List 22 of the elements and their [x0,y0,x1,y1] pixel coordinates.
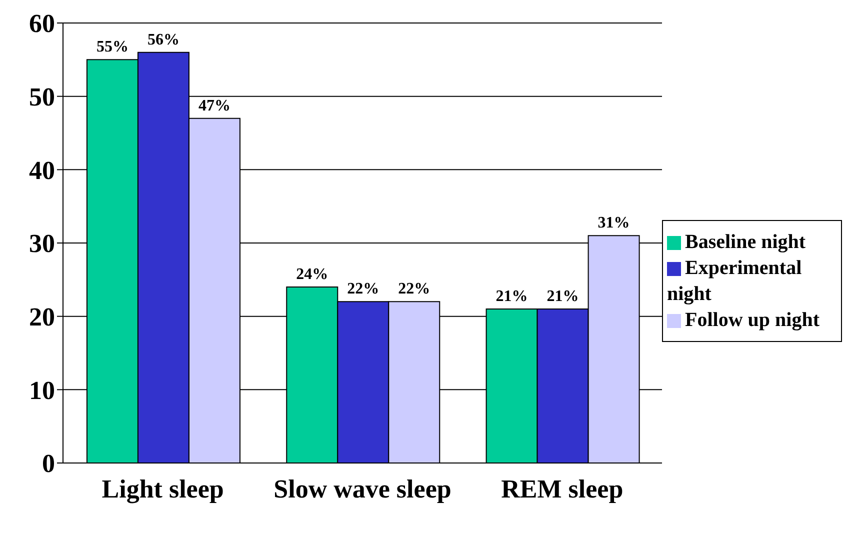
y-tick-label: 30 [29,229,55,258]
x-tick-label: Slow wave sleep [274,474,452,504]
legend-label: Experimental night [667,256,802,304]
x-tick-label: REM sleep [501,474,624,504]
legend-label: Baseline night [685,230,806,252]
y-tick-label: 60 [29,9,55,38]
data-label: 31% [598,214,630,232]
y-tick-label: 40 [29,156,55,185]
data-label: 22% [398,280,430,298]
y-tick-label: 20 [29,302,55,332]
legend-label: Follow up night [685,308,820,330]
data-label: 21% [546,288,579,305]
data-label: 55% [96,38,128,56]
y-tick-label: 50 [29,82,55,112]
data-label: 24% [296,266,328,283]
data-label: 22% [347,280,380,298]
data-label: 47% [198,97,230,114]
x-tick-label: Light sleep [102,474,224,504]
y-tick-label: 10 [29,376,55,405]
y-tick-label: 0 [42,449,55,478]
data-label: 56% [147,31,180,48]
data-label: 21% [496,288,528,305]
